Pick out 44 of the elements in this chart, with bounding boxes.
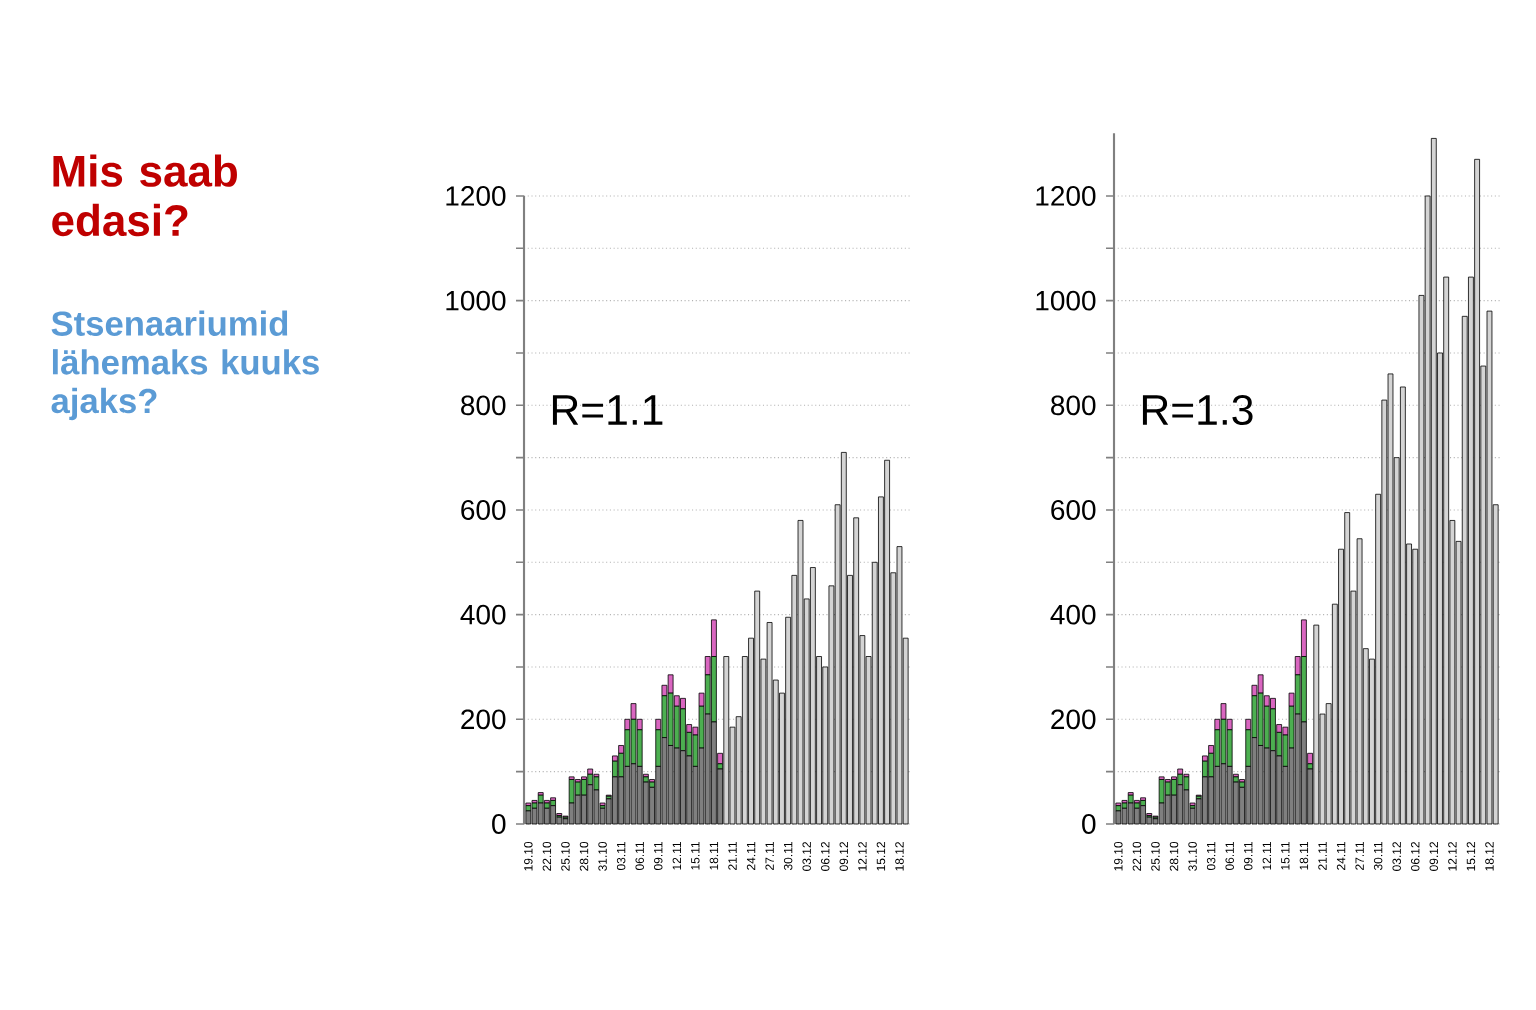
bar <box>1313 624 1320 825</box>
text: Stsenaariumid lähemaks kuuks ajaks? <box>51 310 319 421</box>
y-tick-label: 400 <box>1050 604 1096 625</box>
bar <box>544 807 550 825</box>
bar <box>1140 805 1146 825</box>
y-tick-label: 200 <box>461 709 506 730</box>
y-tick-label: 200 <box>1051 709 1096 730</box>
bar <box>1486 310 1493 825</box>
y-tick-label: 800 <box>461 395 506 416</box>
y-tick-label: 1200 <box>446 186 506 206</box>
y-tick-label: 600 <box>1051 500 1096 520</box>
bar <box>1356 538 1363 825</box>
bar <box>754 590 761 825</box>
bar <box>537 802 544 825</box>
bar <box>1443 276 1450 825</box>
y-tick-label: 0 <box>1082 814 1096 834</box>
bar <box>896 546 903 825</box>
y-tick-label: 0 <box>492 814 506 834</box>
bar <box>1474 158 1480 825</box>
bar <box>550 805 556 825</box>
text: Mis saab edasi? <box>52 154 237 237</box>
bar <box>723 656 730 825</box>
y-tick-label: 1200 <box>1036 186 1096 206</box>
bar <box>810 567 816 825</box>
bar <box>1344 512 1351 825</box>
annotation: R=1.3 <box>1142 394 1253 426</box>
y-tick-label: 800 <box>1051 395 1096 416</box>
annotation: R=1.1 <box>552 395 663 425</box>
bar <box>1121 807 1128 825</box>
bar <box>531 807 538 825</box>
bar <box>853 517 860 825</box>
bar <box>1430 138 1437 825</box>
bar <box>766 622 773 825</box>
y-tick-label: 400 <box>460 604 506 625</box>
y-tick-label: 600 <box>461 500 506 520</box>
bar <box>1127 802 1134 825</box>
bar <box>1387 373 1394 825</box>
bar <box>1400 386 1406 825</box>
bar <box>840 452 847 825</box>
bar <box>884 459 890 825</box>
y-tick-label: 1000 <box>1036 290 1096 311</box>
bar <box>797 520 804 825</box>
y-tick-label: 1000 <box>446 290 506 311</box>
bar <box>1134 807 1140 825</box>
